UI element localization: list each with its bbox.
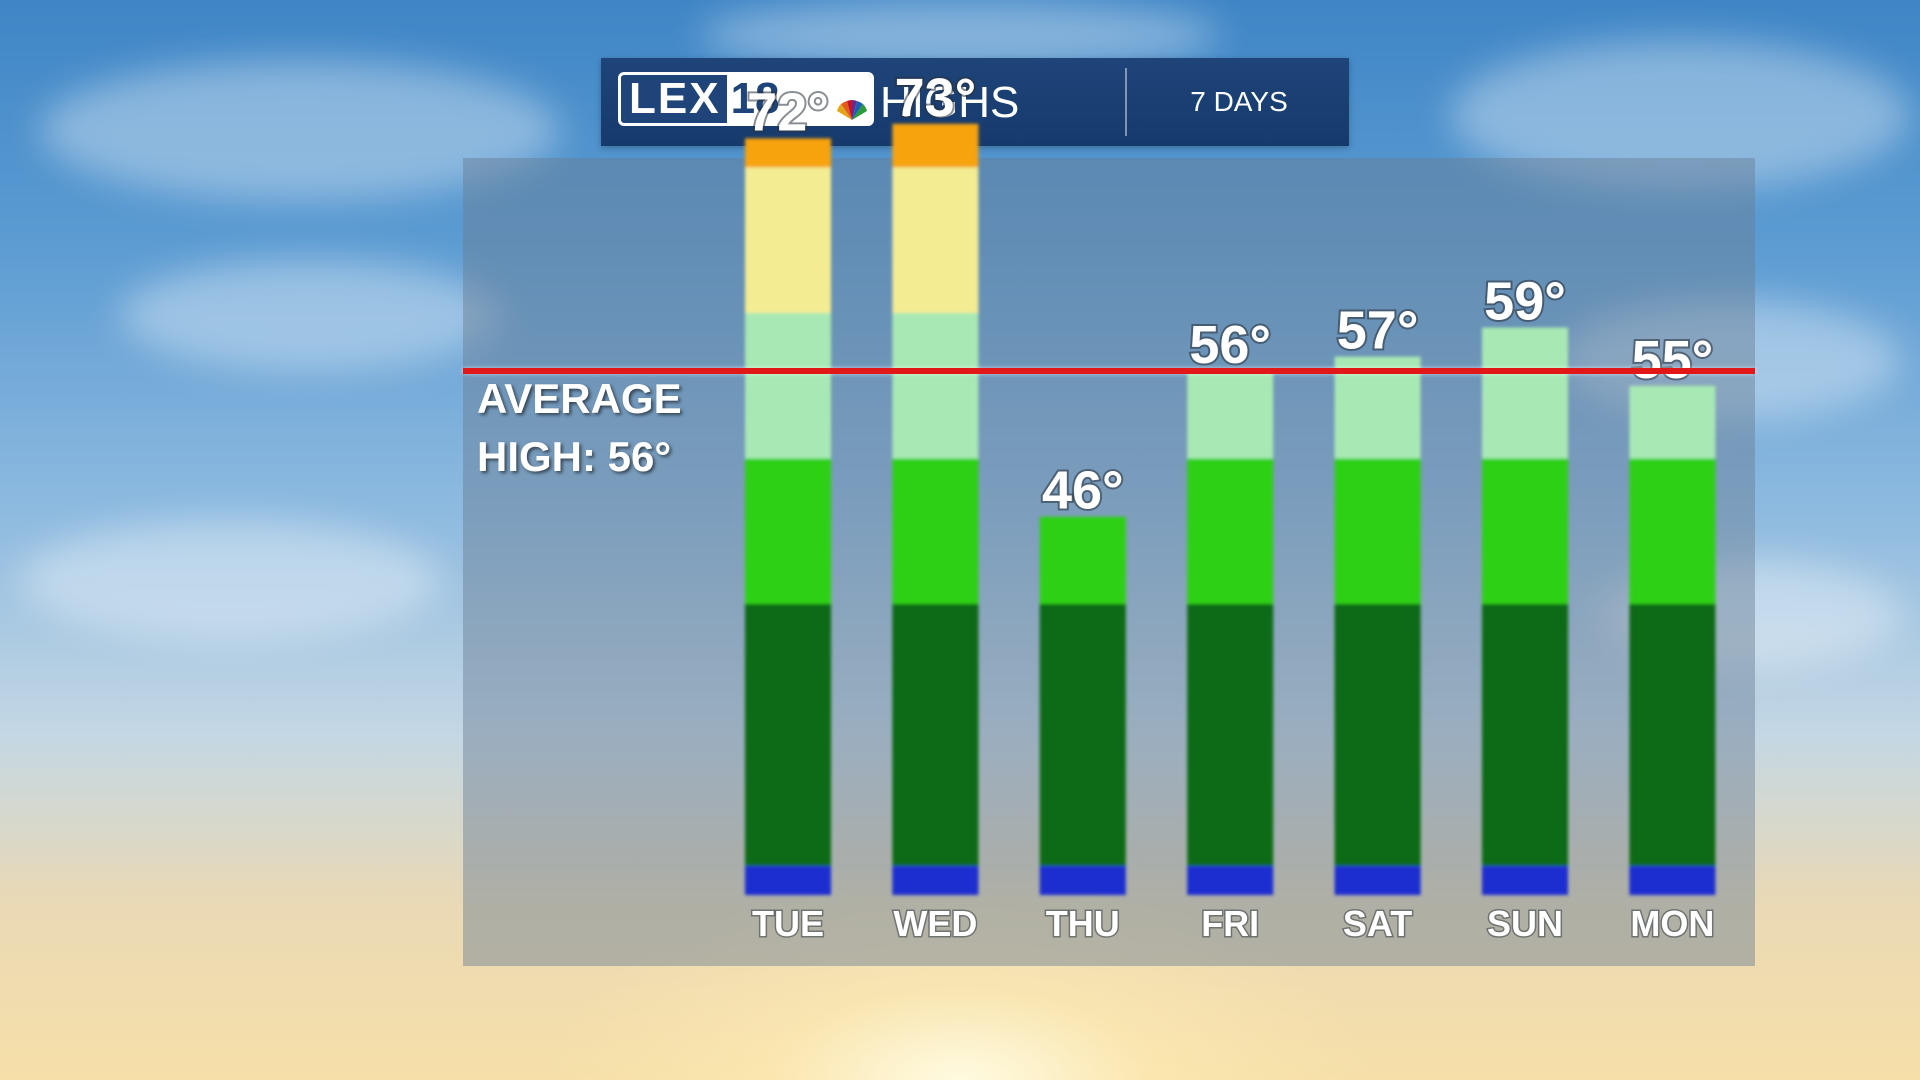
- header-subtitle: 7 DAYS: [1190, 86, 1288, 117]
- value-label-sun: 59°: [1484, 272, 1566, 332]
- bar-segment: [1482, 604, 1568, 866]
- bar-segment: [892, 604, 979, 866]
- bar-segment: [892, 458, 979, 604]
- bar-segment: [1629, 385, 1716, 459]
- bar-sun: [1482, 327, 1568, 895]
- bar-segment: [1039, 865, 1126, 895]
- bar-sat: [1334, 356, 1421, 895]
- bar-segment: [1482, 458, 1568, 604]
- bar-segment: [1039, 516, 1126, 604]
- header-title: HIGHS: [880, 78, 1020, 127]
- bar-segment: [1187, 865, 1274, 895]
- bar-segment: [1482, 327, 1568, 459]
- bar-segment: [745, 458, 831, 604]
- value-label-thu: 46°: [1042, 461, 1124, 521]
- bar-segment: [1629, 458, 1716, 604]
- bar-segment: [892, 167, 979, 313]
- value-label-sat: 57°: [1337, 301, 1419, 361]
- bar-segment: [1039, 604, 1126, 866]
- bar-segment: [1187, 458, 1274, 604]
- logo-number: 18: [730, 74, 780, 123]
- day-label-mon: MON: [1630, 903, 1714, 944]
- bar-segment: [1629, 865, 1716, 895]
- bar-tue: [745, 138, 831, 895]
- header-divider: [1125, 68, 1127, 136]
- day-label-sun: SUN: [1487, 903, 1563, 944]
- value-label-mon: 55°: [1632, 330, 1714, 390]
- station-logo: LEX 18: [618, 72, 874, 126]
- bar-fri: [1187, 371, 1274, 895]
- bar-segment: [1482, 865, 1568, 895]
- bar-thu: [1039, 516, 1126, 895]
- bar-segment: [892, 123, 979, 168]
- bar-segment: [1334, 458, 1421, 604]
- bar-segment: [745, 604, 831, 866]
- bar-segment: [1334, 604, 1421, 866]
- value-label-wed: 73°: [895, 68, 977, 128]
- bar-segment: [745, 167, 831, 313]
- value-label-tue: 72°: [747, 82, 829, 142]
- bar-segment: [745, 138, 831, 168]
- day-label-thu: THU: [1046, 903, 1120, 944]
- bar-segment: [745, 313, 831, 459]
- bar-segment: [892, 313, 979, 459]
- bar-segment: [1187, 371, 1274, 459]
- bar-segment: [1187, 604, 1274, 866]
- value-label-fri: 56°: [1189, 315, 1271, 375]
- logo-text-18: 18: [726, 74, 871, 123]
- average-label-line1: AVERAGE: [477, 375, 682, 423]
- day-label-sat: SAT: [1343, 903, 1412, 944]
- day-label-tue: TUE: [752, 903, 824, 944]
- bar-mon: [1629, 385, 1716, 895]
- bar-segment: [1334, 865, 1421, 895]
- average-high-line: [463, 368, 1755, 375]
- bar-segment: [892, 865, 979, 895]
- average-label-line2: HIGH: 56°: [477, 433, 672, 481]
- logo-text-lex: LEX: [629, 74, 721, 123]
- day-label-fri: FRI: [1201, 903, 1259, 944]
- peacock-icon: [837, 100, 867, 120]
- bar-segment: [745, 865, 831, 895]
- bar-wed: [892, 123, 979, 895]
- bar-segment: [1629, 604, 1716, 866]
- day-label-wed: WED: [893, 903, 977, 944]
